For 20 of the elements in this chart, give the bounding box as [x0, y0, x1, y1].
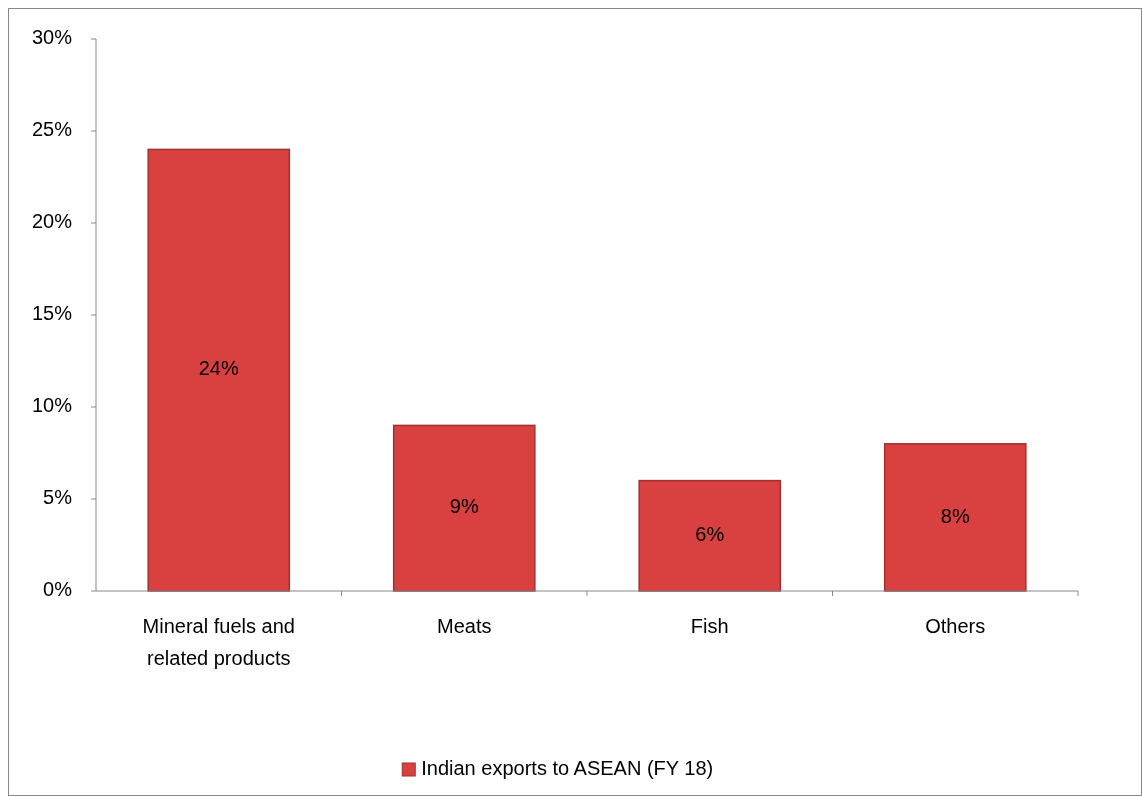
x-tick-label: Others [925, 615, 986, 637]
data-label: 9% [449, 495, 479, 518]
y-tick-label: 30% [31, 26, 73, 49]
bar [392, 424, 536, 592]
y-tick-label: 10% [31, 394, 73, 417]
y-tick-label: 0% [43, 578, 73, 601]
y-tick-label: 15% [31, 302, 73, 325]
x-tick-label: Mineral fuels and related products [142, 615, 295, 669]
bar [147, 148, 291, 592]
y-tick-label: 5% [43, 486, 73, 509]
x-tick-label: Meats [437, 615, 492, 637]
y-tick-label: 20% [31, 210, 73, 233]
data-label: 24% [198, 357, 239, 380]
y-tick-label: 25% [31, 118, 73, 141]
legend-label: Indian exports to ASEAN (FY 18) [421, 757, 714, 780]
bar [883, 443, 1027, 592]
x-tick-label: Fish [690, 615, 729, 637]
bar [638, 479, 782, 592]
data-label: 6% [695, 523, 725, 546]
data-label: 8% [940, 504, 970, 527]
